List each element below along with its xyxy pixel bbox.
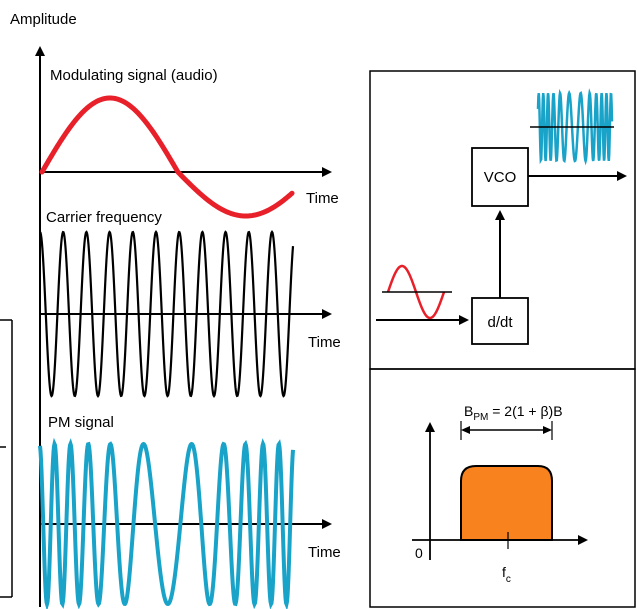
bandwidth-arrow-left [461, 426, 470, 434]
left-partial-frame [0, 319, 13, 598]
pm-signal-label: PM signal [48, 414, 114, 431]
origin-label: 0 [415, 545, 423, 561]
spectrum-frame [369, 368, 636, 608]
vco-label: VCO [484, 169, 517, 186]
time-label-pm: Time [308, 544, 341, 561]
output-pm-icon [536, 88, 614, 166]
time-label-carrier: Time [308, 334, 341, 351]
carrier-waveform [39, 230, 295, 398]
modulating-waveform [39, 95, 295, 219]
amplitude-label: Amplitude [10, 11, 77, 28]
differentiator-label: d/dt [487, 314, 513, 331]
bandwidth-label: BPM = 2(1 + β)B [464, 403, 563, 423]
time-label-modulating: Time [306, 190, 339, 207]
modulating-signal-label: Modulating signal (audio) [50, 67, 218, 84]
bandwidth-arrow-right [543, 426, 552, 434]
carrier-frequency-label: fc [502, 564, 511, 585]
pm-waveform [38, 437, 295, 609]
carrier-frequency-label: Carrier frequency [46, 209, 162, 226]
pm-spectrum-band [460, 465, 553, 541]
